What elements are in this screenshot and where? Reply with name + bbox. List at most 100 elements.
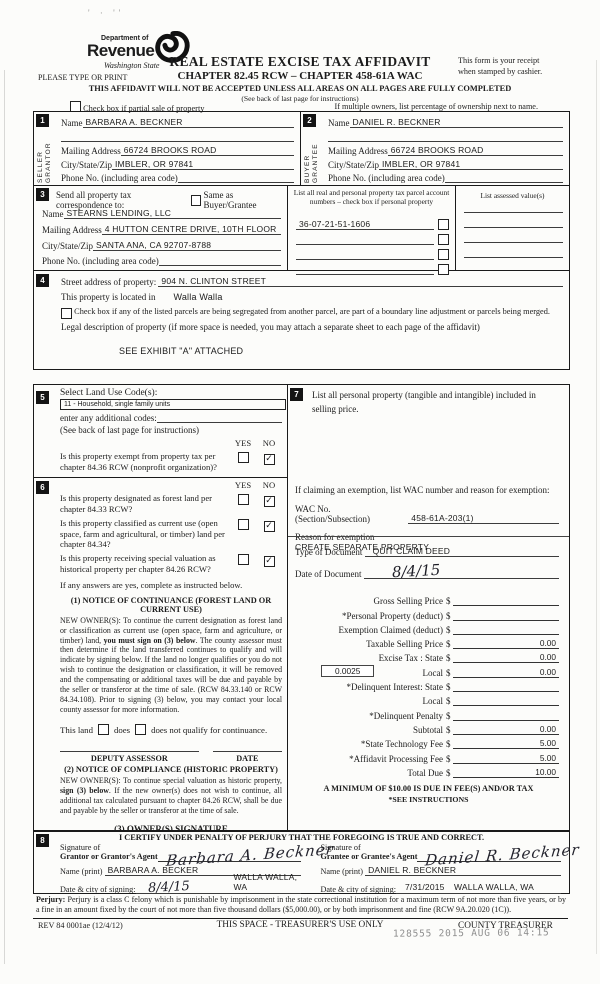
assessed-value-field[interactable] xyxy=(464,257,563,258)
corr-mail-field[interactable]: 4 HUTTON CENTRE DRIVE, 10TH FLOOR xyxy=(101,224,281,235)
check-icon: ✓ xyxy=(265,556,273,567)
money-label: Gross Selling Price xyxy=(373,596,444,607)
money-field[interactable] xyxy=(452,695,559,707)
buyer-mail-field[interactable]: 66724 BROOKS ROAD xyxy=(387,145,563,156)
money-field[interactable]: 5.00 xyxy=(452,738,559,750)
money-field[interactable] xyxy=(452,710,559,721)
exempt-yes-checkbox[interactable] xyxy=(237,452,249,463)
corr-phone-field[interactable] xyxy=(158,265,281,266)
assessed-value-field[interactable] xyxy=(464,227,563,228)
legal-description-label: Legal description of property (if more s… xyxy=(61,322,480,332)
does-qualify-checkbox[interactable] xyxy=(97,724,109,736)
does-not-qualify-checkbox[interactable] xyxy=(135,724,147,736)
money-field[interactable] xyxy=(452,610,559,621)
buyer-side-label-1: BUYER xyxy=(304,154,311,183)
corr-csz-label: City/State/Zip xyxy=(42,241,93,251)
doc-type-field[interactable]: QUIT CLAIM DEED xyxy=(364,546,559,557)
document-block: Type of Document QUIT CLAIM DEED Date of… xyxy=(295,546,559,581)
parcel-field[interactable] xyxy=(296,259,434,260)
historic-no-checkbox[interactable]: ✓ xyxy=(263,556,275,568)
dor-swirl-logo-icon xyxy=(154,30,190,68)
money-value xyxy=(556,710,559,720)
corr-csz-field[interactable]: SANTA ANA, CA 92707-8788 xyxy=(93,240,281,251)
money-field[interactable] xyxy=(452,624,559,635)
seller-side-label-1: SELLER xyxy=(37,150,44,183)
seller-csz-field[interactable]: IMBLER, OR 97841 xyxy=(112,159,294,170)
buyer-mail-label: Mailing Address xyxy=(328,146,388,156)
money-field[interactable]: 0.00 xyxy=(452,724,559,735)
money-field[interactable]: 0.00 xyxy=(452,652,559,664)
reason-label: Reason for exemption xyxy=(295,532,375,542)
same-as-buyer-checkbox[interactable] xyxy=(191,194,202,206)
buyer-name2-field[interactable] xyxy=(328,141,563,142)
historic-yes-checkbox[interactable] xyxy=(237,554,249,566)
money-value xyxy=(556,624,559,634)
grantee-print-field[interactable]: DANIEL R. BECKNER xyxy=(365,865,561,876)
reason-field[interactable]: CREATE SEPARATE PROPERTY xyxy=(295,542,430,552)
money-field[interactable] xyxy=(452,595,559,607)
seller-phone-field[interactable] xyxy=(177,182,294,183)
buyer-name-field[interactable]: DANIEL R. BECKNER xyxy=(349,117,563,128)
segregated-checkbox[interactable] xyxy=(61,308,72,319)
grantee-date-field[interactable]: 7/31/2015 WALLA WALLA, WA xyxy=(396,879,561,894)
current-use-no-checkbox[interactable]: ✓ xyxy=(263,520,275,532)
forest-yes-checkbox[interactable] xyxy=(237,494,249,506)
land-use-select[interactable]: 11 - Household, single family units xyxy=(60,399,286,410)
local-rate-box[interactable]: 0.0025 xyxy=(321,664,375,677)
deputy-date-line[interactable] xyxy=(212,750,282,753)
parcel-field[interactable] xyxy=(296,244,434,245)
parcel-field[interactable] xyxy=(296,274,434,275)
money-label: Taxable Selling Price xyxy=(366,639,443,650)
buyer-phone-field[interactable] xyxy=(444,182,563,183)
notice2-bold: sign (3) below xyxy=(60,786,109,796)
deputy-assessor-sign-line[interactable] xyxy=(60,750,199,753)
assessed-value-field[interactable] xyxy=(464,242,563,243)
does-label: does xyxy=(113,724,131,735)
money-field[interactable]: 10.00 xyxy=(452,767,559,778)
assessed-value-field[interactable] xyxy=(464,212,563,213)
historic-question-row: Is this property receiving special valua… xyxy=(60,553,282,574)
grantor-print-field[interactable]: BARBARA A. BECKER xyxy=(104,865,301,876)
legal-description-value[interactable]: SEE EXHIBIT "A" ATTACHED xyxy=(119,346,244,356)
doc-date-field[interactable]: 8/4/15 xyxy=(363,561,559,581)
seller-name2-field[interactable] xyxy=(61,141,294,142)
grantor-signature-field[interactable]: Barbara A. Beckner xyxy=(157,840,335,870)
parties-row: 1 SELLER GRANTOR Name BARBARA A. BECKNER … xyxy=(34,112,569,186)
stray-pen-marks: ' · '' xyxy=(88,8,125,18)
money-value xyxy=(556,595,559,605)
grantor-date-field[interactable]: 8/4/15 WALLA WALLA, WA xyxy=(135,872,301,896)
deputy-assessor-row: DEPUTY ASSESSOR DATE xyxy=(60,750,282,763)
seller-mail-field[interactable]: 66724 BROOKS ROAD xyxy=(120,145,294,156)
parcel-field[interactable]: 36-07-21-51-1606 xyxy=(296,219,434,230)
exempt-question: Is this property exempt from property ta… xyxy=(60,451,217,472)
money-field[interactable]: 0.00 xyxy=(452,638,559,650)
dor-logo-text: Washington State xyxy=(104,61,160,70)
assessed-values-header: List assessed value(s) xyxy=(480,191,545,200)
buyer-side-label: BUYER GRANTEE xyxy=(304,129,319,183)
forest-no-checkbox[interactable]: ✓ xyxy=(263,496,275,508)
form-title: REAL ESTATE EXCISE TAX AFFIDAVIT xyxy=(169,54,431,69)
current-use-yes-checkbox[interactable] xyxy=(237,518,249,530)
personal-property-checkbox[interactable] xyxy=(438,249,449,260)
certification-box: 8 I CERTIFY UNDER PENALTY OF PERJURY THA… xyxy=(33,830,581,896)
additional-codes-field[interactable] xyxy=(156,422,282,423)
grantee-signature-field[interactable]: Daniel R. Beckner xyxy=(417,840,581,869)
personal-property-checkbox[interactable] xyxy=(438,219,449,230)
buyer-csz-field[interactable]: IMBLER, OR 97841 xyxy=(379,159,563,170)
wac-field[interactable]: 458-61A-203(1) xyxy=(408,513,559,524)
corr-name-field[interactable]: STEARNS LENDING, LLC xyxy=(63,208,281,219)
money-field[interactable] xyxy=(452,681,559,693)
located-in-field[interactable]: Walla Walla xyxy=(173,292,223,302)
money-value xyxy=(556,695,559,705)
receipt-note-line1: This form is your receipt xyxy=(458,56,540,65)
personal-property-checkbox[interactable] xyxy=(438,234,449,245)
money-field[interactable]: 5.00 xyxy=(452,753,559,764)
street-address-field[interactable]: 904 N. CLINTON STREET xyxy=(158,276,563,287)
personal-property-checkbox[interactable] xyxy=(438,264,449,275)
money-row: *Personal Property (deduct) $ xyxy=(295,606,559,621)
money-row: Excise Tax : State $0.00 xyxy=(295,649,559,664)
section-4-badge: 4 xyxy=(36,274,49,287)
exempt-no-checkbox[interactable]: ✓ xyxy=(263,454,275,465)
seller-name-field[interactable]: BARBARA A. BECKNER xyxy=(82,117,294,128)
money-field[interactable]: 0.00 xyxy=(452,667,559,678)
